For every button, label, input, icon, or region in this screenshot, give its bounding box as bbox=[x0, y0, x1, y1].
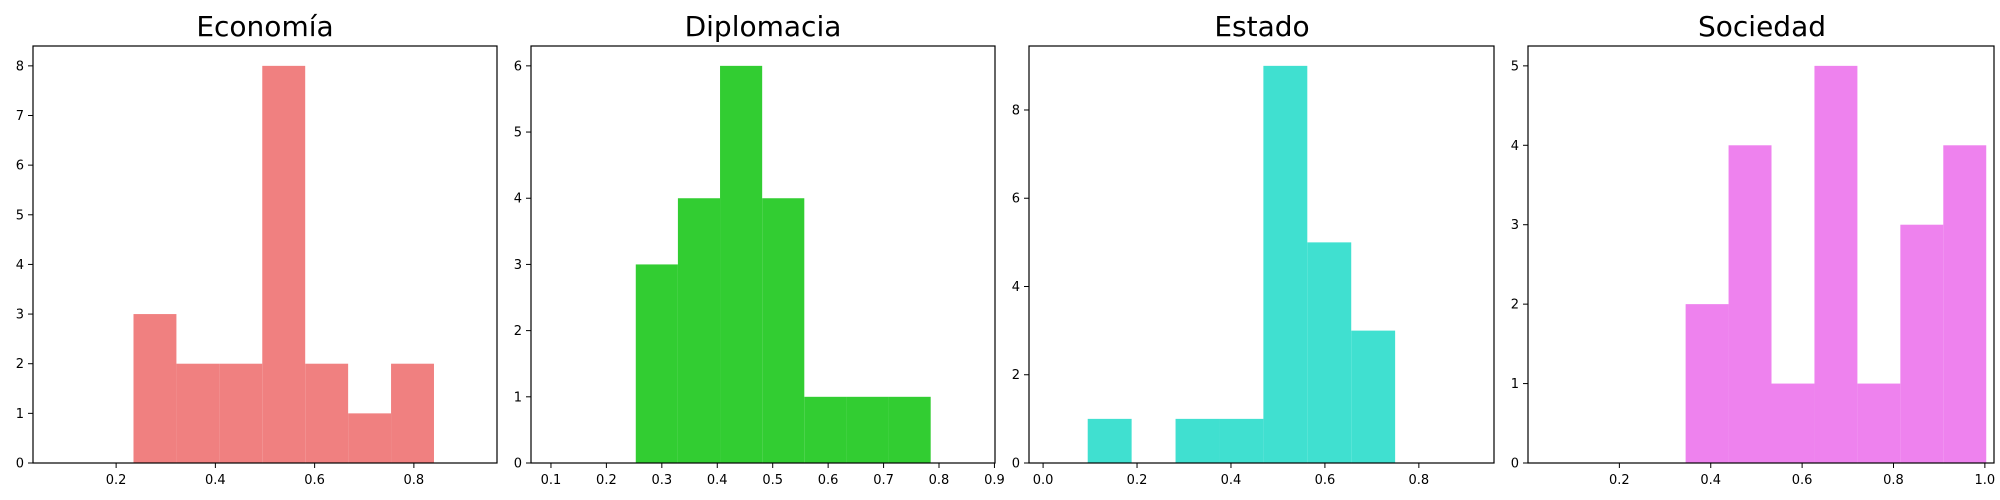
panel-title: Diplomacia bbox=[685, 10, 842, 43]
y-tick-label: 5 bbox=[1511, 59, 1519, 74]
y-tick-label: 0 bbox=[514, 457, 522, 472]
axes-frame bbox=[1527, 45, 1995, 464]
y-tick-label: 1 bbox=[16, 407, 24, 422]
y-tick-label: 7 bbox=[16, 109, 24, 124]
histogram-bar bbox=[888, 396, 931, 463]
histogram-bar bbox=[1685, 304, 1729, 463]
histogram-bar bbox=[1263, 65, 1308, 464]
x-tick-label: 0.2 bbox=[596, 473, 617, 488]
x-tick-label: 0.4 bbox=[707, 473, 728, 488]
x-tick-label: 0.7 bbox=[873, 473, 894, 488]
y-tick-label: 6 bbox=[16, 159, 24, 174]
x-tick-label: 0.8 bbox=[1409, 473, 1430, 488]
x-tick-label: 0.9 bbox=[984, 473, 1005, 488]
histogram-bar bbox=[1943, 145, 1987, 464]
y-tick-label: 3 bbox=[1511, 218, 1519, 233]
histogram-bar bbox=[804, 396, 847, 463]
y-tick-label: 0 bbox=[1012, 457, 1020, 472]
x-tick-label: 0.8 bbox=[929, 473, 950, 488]
x-tick-label: 0.6 bbox=[818, 473, 839, 488]
y-tick-label: 2 bbox=[1511, 298, 1519, 313]
y-tick-label: 6 bbox=[514, 59, 522, 74]
histogram-bar bbox=[133, 314, 177, 463]
histogram-bar bbox=[1857, 383, 1901, 463]
histogram-bar bbox=[1728, 145, 1772, 464]
axes-frame bbox=[1028, 45, 1495, 464]
panel-diplomacia: Diplomacia 0.1 0.2 0.3 0.4 0.5 0.6 0.7 0.8 0.9 0 1… bbox=[514, 10, 1005, 488]
x-tick-label: 1.0 bbox=[1975, 473, 1996, 488]
panel-title: Estado bbox=[1214, 10, 1309, 43]
x-tick-label: 0.3 bbox=[651, 473, 672, 488]
x-tick-label: 0.6 bbox=[304, 473, 325, 488]
y-tick-label: 2 bbox=[16, 357, 24, 372]
panel-sociedad: Sociedad 0.2 0.4 0.6 0.8 1.0 0 1 2 3 4 5 bbox=[1511, 10, 1995, 488]
histogram-bar bbox=[305, 363, 349, 463]
histogram-bar bbox=[677, 198, 721, 464]
y-tick-label: 1 bbox=[514, 390, 522, 405]
x-tick-label: 0.5 bbox=[762, 473, 783, 488]
histogram-bar bbox=[391, 363, 434, 463]
x-tick-label: 0.2 bbox=[1609, 473, 1630, 488]
y-tick-label: 0 bbox=[1511, 457, 1519, 472]
x-tick-label: 0.4 bbox=[205, 473, 226, 488]
y-tick-label: 3 bbox=[16, 308, 24, 323]
axes-frame bbox=[32, 45, 498, 464]
x-tick-label: 0.6 bbox=[1315, 473, 1336, 488]
histogram-bar bbox=[1814, 65, 1858, 464]
y-tick-label: 5 bbox=[16, 208, 24, 223]
histogram-bar bbox=[1087, 418, 1132, 463]
histogram-bar bbox=[219, 363, 263, 463]
y-tick-label: 0 bbox=[16, 457, 24, 472]
y-tick-label: 4 bbox=[16, 258, 24, 273]
histogram-bar bbox=[1219, 418, 1264, 463]
y-tick-label: 6 bbox=[1012, 192, 1020, 207]
x-tick-label: 0.2 bbox=[1127, 473, 1148, 488]
x-tick-label: 0.0 bbox=[1033, 473, 1054, 488]
y-tick-label: 4 bbox=[514, 192, 522, 207]
histogram-bar bbox=[1351, 330, 1396, 463]
histogram-bar bbox=[1771, 383, 1815, 463]
histogram-bar bbox=[176, 363, 220, 463]
y-tick-label: 8 bbox=[1012, 103, 1020, 118]
axes-frame bbox=[530, 45, 996, 464]
x-tick-label: 0.6 bbox=[1792, 473, 1813, 488]
x-tick-label: 0.8 bbox=[404, 473, 425, 488]
y-tick-label: 2 bbox=[1012, 368, 1020, 383]
histogram-bar bbox=[348, 413, 392, 463]
histogram-bar bbox=[1175, 418, 1220, 463]
x-tick-label: 0.1 bbox=[541, 473, 562, 488]
panel-title: Economía bbox=[196, 10, 333, 43]
y-tick-label: 4 bbox=[1511, 139, 1519, 154]
x-tick-label: 0.4 bbox=[1221, 473, 1242, 488]
histogram-bar bbox=[720, 65, 763, 464]
histogram-bar bbox=[846, 396, 889, 463]
panel-estado: Estado 0.0 0.2 0.4 0.6 0.8 0 2 4 6 8 bbox=[1012, 10, 1495, 488]
y-tick-label: 4 bbox=[1012, 280, 1020, 295]
y-tick-label: 2 bbox=[514, 324, 522, 339]
histogram-bar bbox=[762, 198, 805, 464]
y-tick-label: 1 bbox=[1511, 377, 1519, 392]
x-tick-label: 0.8 bbox=[1883, 473, 1904, 488]
y-tick-label: 8 bbox=[16, 59, 24, 74]
histogram-bar bbox=[635, 264, 678, 463]
y-tick-label: 5 bbox=[514, 126, 522, 141]
y-tick-label: 3 bbox=[514, 258, 522, 273]
histogram-bar bbox=[1307, 242, 1352, 463]
panel-economia: Economía 0.2 0.4 0.6 0.8 0 1 2 3 4 5 6 7 8 bbox=[16, 10, 498, 488]
x-tick-label: 0.2 bbox=[106, 473, 127, 488]
histogram-bar bbox=[1900, 224, 1944, 463]
histogram-bar bbox=[262, 65, 306, 464]
x-tick-label: 0.4 bbox=[1700, 473, 1721, 488]
panel-title: Sociedad bbox=[1698, 10, 1826, 43]
